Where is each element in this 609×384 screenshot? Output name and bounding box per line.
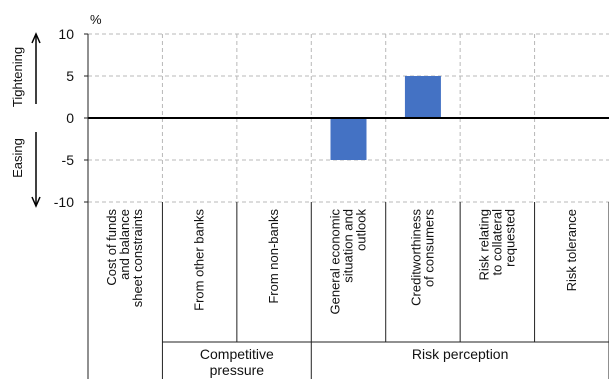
group-label: pressure	[210, 362, 265, 378]
category-label: Creditworthiness	[408, 209, 423, 306]
axis-layer	[31, 32, 609, 379]
y-tick-label: -5	[62, 152, 75, 168]
category-label: From other banks	[192, 209, 207, 311]
category-label: outlook	[354, 209, 369, 251]
bar	[330, 118, 367, 160]
category-label: and balance	[117, 209, 132, 280]
category-label: From non-banks	[266, 209, 281, 304]
y-tick-label: -10	[54, 194, 74, 210]
group-label: Risk perception	[412, 346, 509, 362]
tightening-label: Tightening	[10, 47, 25, 107]
y-tick-label: 10	[58, 26, 74, 42]
easing-label: Easing	[10, 138, 25, 178]
category-label: General economic	[328, 209, 343, 315]
category-label: of consumers	[421, 209, 436, 288]
bar	[404, 76, 441, 118]
category-label: situation and	[341, 209, 356, 283]
group-label: Competitive	[200, 346, 274, 362]
easing-arrow-head	[31, 196, 41, 208]
category-label: Risk tolerance	[564, 209, 579, 291]
unit-label: %	[90, 12, 102, 27]
bar-layer	[330, 76, 441, 160]
category-label: to collateral	[489, 209, 504, 276]
y-tick-label: 0	[66, 110, 74, 126]
category-label: requested	[502, 209, 517, 267]
y-tick-label: 5	[66, 68, 74, 84]
category-label: Cost of funds	[104, 209, 119, 286]
tightening-arrow-head	[31, 32, 41, 44]
category-label: Risk relating	[476, 209, 491, 281]
category-label: sheet constraints	[130, 209, 145, 308]
